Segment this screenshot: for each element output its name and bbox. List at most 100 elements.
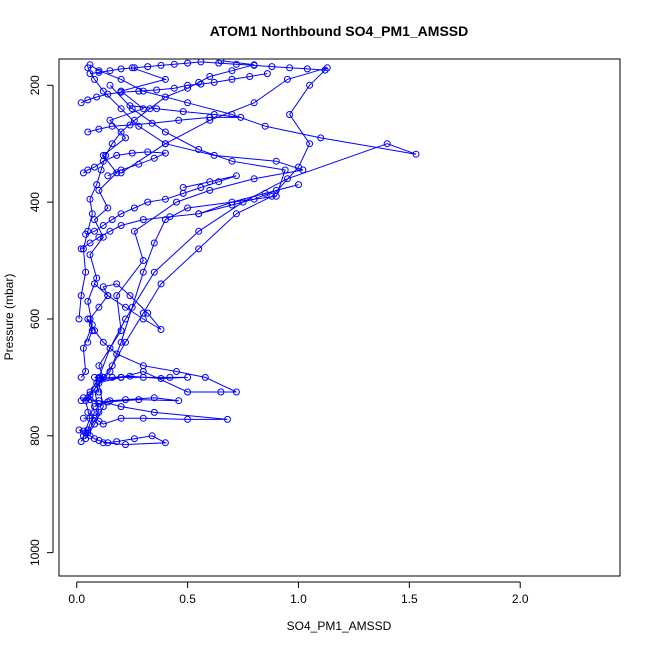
data-point [117, 88, 125, 96]
data-point [126, 292, 134, 300]
data-point [113, 280, 121, 288]
data-point [161, 128, 169, 136]
x-tick-label: 1.0 [290, 592, 307, 606]
x-axis: 0.0 0.5 1.0 1.5 2.0 [68, 581, 529, 606]
data-point [99, 157, 107, 165]
data-point [77, 292, 85, 300]
data-point [77, 245, 85, 253]
plot-frame [58, 58, 621, 577]
data-point [117, 403, 125, 411]
y-axis-label: Pressure (mbar) [2, 274, 16, 361]
data-point [95, 388, 103, 396]
data-point [161, 140, 169, 148]
data-point [104, 90, 112, 98]
series-line [83, 400, 228, 425]
data-point [86, 388, 94, 396]
data-point [150, 268, 158, 276]
data-point [86, 251, 94, 259]
data-point [93, 93, 101, 101]
data-point [139, 373, 147, 381]
data-point [128, 149, 136, 157]
data-point [153, 86, 161, 94]
data-point [210, 78, 218, 86]
data-point [91, 327, 98, 335]
data-point [201, 373, 209, 381]
data-point [91, 227, 98, 235]
data-point [170, 84, 178, 92]
data-point [139, 257, 147, 264]
data-point [99, 420, 107, 428]
data-point [144, 309, 152, 317]
data-point [128, 303, 136, 311]
data-point [91, 75, 98, 83]
series-line [87, 318, 237, 393]
data-point [283, 75, 291, 83]
data-point [206, 178, 214, 186]
data-point [135, 160, 143, 168]
data-point [215, 59, 223, 67]
plot-region [75, 59, 420, 449]
y-tick-label: 600 [28, 309, 42, 329]
data-point [86, 396, 94, 404]
y-tick-label: 800 [28, 425, 42, 445]
data-point [79, 394, 87, 402]
data-point [148, 432, 156, 440]
data-point [77, 99, 85, 107]
data-point [77, 373, 85, 381]
data-point [104, 204, 112, 212]
data-point [117, 414, 125, 422]
data-point [383, 140, 391, 148]
data-point [166, 213, 174, 221]
data-point [157, 280, 165, 288]
data-point [95, 303, 103, 311]
data-point [283, 175, 291, 183]
y-tick-label: 200 [28, 75, 42, 95]
data-point [197, 184, 205, 191]
data-point [99, 439, 107, 447]
data-point [323, 64, 331, 72]
data-point [272, 186, 280, 194]
data-point [195, 210, 203, 218]
data-point [217, 59, 225, 65]
data-point [113, 151, 121, 159]
data-point [130, 116, 138, 124]
data-point [228, 201, 236, 209]
series-line [80, 184, 299, 250]
data-point [217, 388, 225, 396]
data-point [117, 65, 125, 73]
series-line [87, 84, 286, 434]
series-line [89, 61, 326, 75]
data-point [117, 373, 125, 381]
data-point [306, 140, 314, 148]
data-point [104, 398, 112, 406]
data-point [184, 388, 192, 396]
data-point [179, 108, 187, 116]
data-point [228, 67, 236, 75]
data-point [106, 81, 114, 89]
data-point [106, 67, 114, 75]
data-point [95, 375, 103, 382]
data-point [195, 146, 203, 153]
data-point [84, 338, 92, 346]
data-point [108, 216, 116, 224]
data-point [126, 121, 134, 129]
data-point [246, 73, 254, 80]
data-point [184, 204, 192, 212]
data-point [88, 327, 96, 335]
data-point [228, 75, 236, 83]
data-point [206, 186, 214, 194]
data-point [232, 172, 240, 180]
data-point [250, 175, 258, 183]
data-point [139, 315, 147, 323]
data-point [126, 372, 134, 380]
data-point [232, 210, 240, 218]
data-point [197, 59, 205, 66]
data-point [170, 60, 178, 68]
data-point [166, 373, 174, 381]
data-point [95, 125, 103, 133]
data-point [148, 119, 156, 127]
data-point [106, 344, 114, 352]
data-point [86, 70, 94, 78]
x-tick-label: 0.0 [68, 592, 85, 606]
